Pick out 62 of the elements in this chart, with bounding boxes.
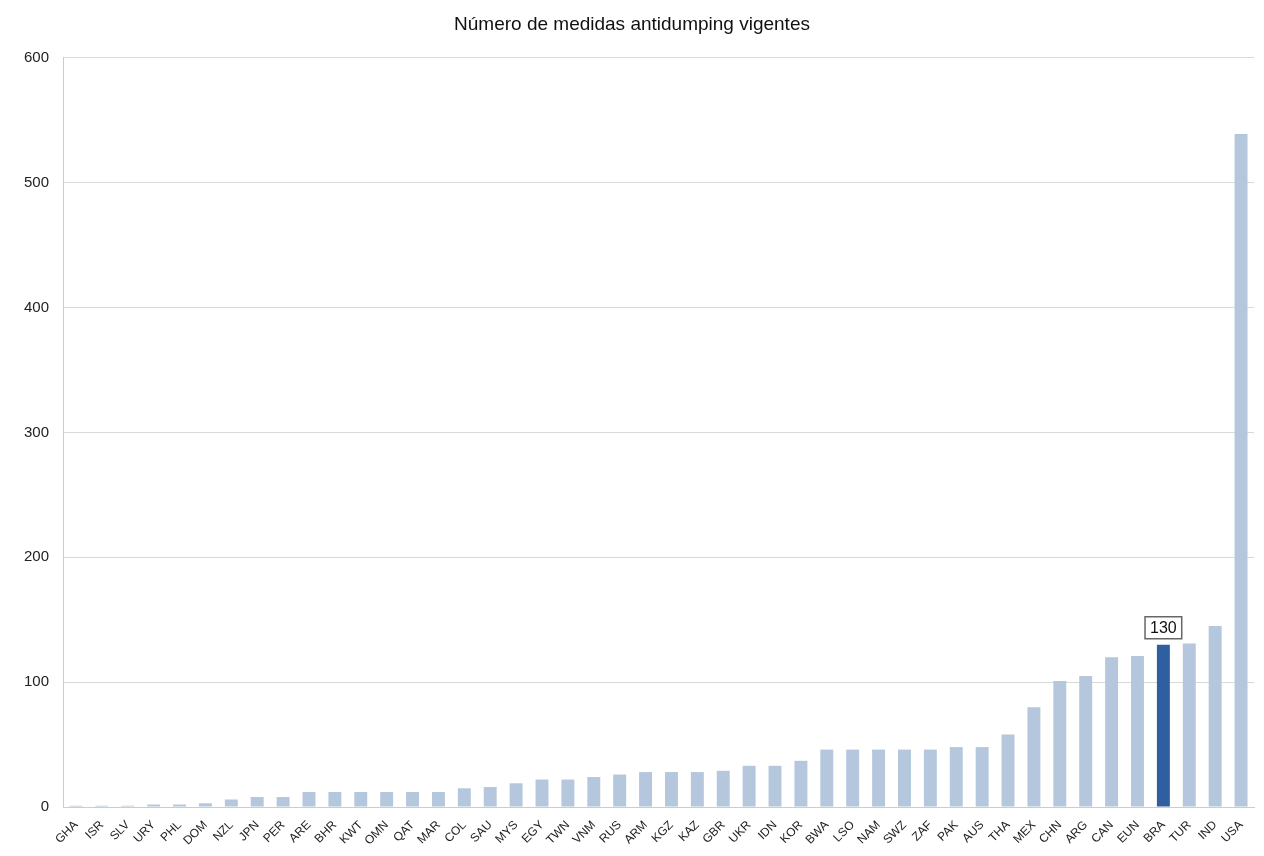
bar (147, 804, 161, 807)
bar (1208, 625, 1222, 807)
bar (457, 788, 471, 807)
bar (1053, 680, 1067, 807)
bar (1079, 675, 1093, 807)
bar (224, 799, 238, 807)
bar (302, 792, 316, 807)
bar (1027, 707, 1041, 807)
x-tick-label: IDN (754, 817, 780, 843)
bar (276, 797, 290, 807)
y-tick-label: 200 (24, 547, 50, 565)
bar (716, 770, 730, 807)
x-tick-label: TUR (1166, 817, 1194, 846)
bar (742, 765, 756, 807)
x-tick-label: GHA (52, 817, 81, 846)
bar (431, 792, 445, 807)
bar (406, 792, 420, 807)
bar (923, 749, 937, 807)
bar (846, 749, 860, 807)
bar (1105, 657, 1119, 807)
x-tick-label: COL (441, 817, 470, 846)
bar (613, 774, 627, 807)
bar (328, 792, 342, 807)
x-tick-label: ISR (82, 817, 107, 842)
bar (975, 747, 989, 807)
bar (587, 777, 601, 807)
y-tick-label: 500 (24, 172, 50, 190)
bar (561, 779, 575, 807)
x-tick-label: NZL (209, 817, 237, 844)
bar (1156, 644, 1170, 807)
bar (198, 803, 212, 807)
bar (1001, 734, 1015, 807)
bar (1234, 133, 1248, 807)
bar (794, 760, 808, 807)
x-tick-label: IND (1195, 817, 1220, 843)
x-tick-label: THA (985, 817, 1013, 845)
bar (354, 792, 368, 807)
y-tick-label: 0 (40, 797, 50, 815)
bar (898, 749, 911, 807)
y-tick-label: 400 (24, 297, 50, 315)
bar (768, 765, 782, 807)
y-tick-label: 100 (24, 672, 50, 690)
bar (664, 772, 678, 807)
y-tick-label: 300 (24, 422, 50, 440)
bar (483, 787, 497, 807)
bar (820, 749, 834, 807)
bar (872, 749, 886, 807)
bar (535, 779, 549, 807)
bar (949, 747, 963, 807)
x-tick-label: USA (1218, 817, 1246, 846)
bar (509, 783, 523, 807)
y-tick-label: 600 (24, 47, 50, 65)
bar (639, 772, 653, 807)
bar (173, 804, 187, 807)
data-label: 130 (1150, 619, 1177, 637)
chart-title: Número de medidas antidumping vigentes (454, 12, 810, 34)
bar (690, 772, 704, 807)
bar (1131, 655, 1144, 807)
bar (380, 792, 394, 807)
x-tick-label: BRA (1140, 817, 1168, 846)
bar (1182, 643, 1196, 807)
bar (250, 797, 264, 807)
